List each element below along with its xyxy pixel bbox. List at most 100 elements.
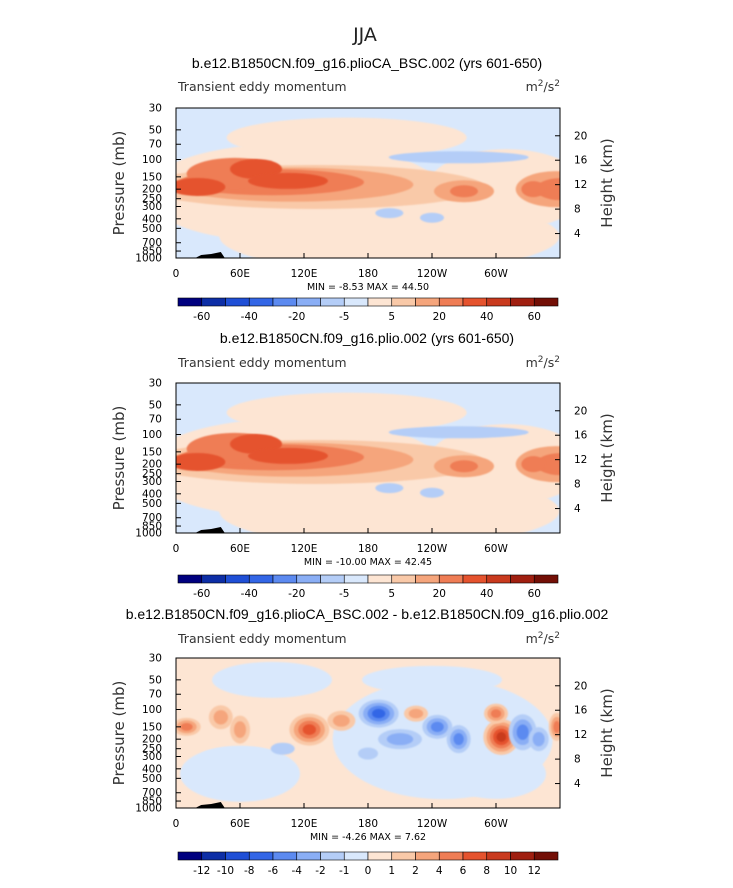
chart-panel-bottom: b.e12.B1850CN.f09_g16.plioCA_BSC.002 - b… [110,606,616,877]
chart-x-tick-label: 180 [358,268,378,280]
chart-y2-tick-label: 8 [574,479,581,491]
chart-panel-top: b.e12.B1850CN.f09_g16.plioCA_BSC.002 (yr… [110,55,616,323]
chart-y2-tick-label: 12 [574,454,587,466]
colorbar-tick-label: 0 [365,865,372,877]
chart-y-tick-label: 400 [142,763,162,775]
chart-contour-field [176,108,560,258]
colorbar-swatch [272,297,298,307]
chart-y2-tick-label: 16 [574,430,588,442]
colorbar-tick-label: 20 [433,588,446,600]
colorbar-tick-label: -60 [193,588,210,600]
chart-y-tick-label: 30 [149,103,162,115]
colorbar-swatch [486,851,511,861]
chart-x-tick-label: 0 [173,818,180,830]
chart-y-tick-label: 70 [149,414,162,426]
colorbar-swatch [201,297,226,307]
chart-y2-tick-label: 20 [574,405,587,417]
colorbar-swatch [510,574,535,584]
chart-y-tick-label: 500 [142,223,162,235]
chart-y2-tick-label: 8 [574,754,581,766]
chart-x-tick-label: 120W [417,543,448,555]
chart-x-tick-label: 120E [291,268,318,280]
colorbar-swatch [177,574,203,584]
chart-x-tick-label: 60W [484,543,508,555]
colorbar-tick-label: -5 [339,311,349,323]
chart-units: m2/s2 [526,355,560,370]
colorbar-swatch [343,574,369,584]
colorbar-tick-label: 12 [528,865,541,877]
chart-field-label: Transient eddy momentum [177,355,347,370]
colorbar-tick-label: 1 [388,865,395,877]
chart-x-tick-label: 60W [484,818,508,830]
chart-y-tick-label: 850 [142,521,162,533]
chart-y2label: Height (km) [598,138,616,227]
chart-y-tick-label: 70 [149,139,162,151]
colorbar-swatch [486,297,511,307]
chart-title: b.e12.B1850CN.f09_g16.plioCA_BSC.002 (yr… [192,55,542,71]
colorbar-swatch [272,851,298,861]
colorbar-tick-label: 10 [504,865,517,877]
chart-y-tick-label: 50 [149,674,162,686]
chart-y2-tick-label: 16 [574,155,588,167]
colorbar-swatch [248,851,274,861]
chart-panel-middle: b.e12.B1850CN.f09_g16.plio.002 (yrs 601-… [110,330,616,600]
chart-y-tick-label: 700 [142,237,162,249]
chart-y-tick-label: 850 [142,796,162,808]
chart-min-max: MIN = -10.00 MAX = 42.45 [304,557,432,568]
chart-ylabel: Pressure (mb) [110,406,128,511]
chart-y-tick-label: 200 [142,184,162,196]
colorbar-tick-label: -5 [339,588,349,600]
colorbar-swatch [177,851,203,861]
colorbar-swatch [391,297,416,307]
chart-y2-tick-label: 16 [574,705,588,717]
colorbar-tick-label: -4 [292,865,303,877]
chart-min-max: MIN = -8.53 MAX = 44.50 [307,282,429,293]
colorbar-tick-label: -20 [288,588,305,600]
chart-contour-field [176,383,560,533]
colorbar-tick-label: -2 [315,865,325,877]
colorbar-swatch [391,574,416,584]
chart-x-tick-label: 60E [230,268,250,280]
colorbar-tick-label: -8 [244,865,254,877]
chart-y-tick-label: 150 [142,446,162,458]
chart-x-tick-label: 0 [173,543,180,555]
chart-y2-tick-label: 20 [574,680,587,692]
chart-y-tick-label: 100 [142,704,162,716]
colorbar-tick-label: 2 [412,865,419,877]
colorbar-swatch [462,297,488,307]
chart-x-tick-label: 60W [484,268,508,280]
colorbar-tick-label: -40 [241,311,258,323]
chart-y-tick-label: 200 [142,734,162,746]
colorbar-swatch [438,297,464,307]
chart-ylabel: Pressure (mb) [110,131,128,236]
chart-x-tick-label: 180 [358,818,378,830]
colorbar-tick-label: 60 [528,311,541,323]
colorbar-swatch [320,574,345,584]
colorbar-swatch [320,851,345,861]
chart-y-tick-label: 1000 [135,528,162,540]
colorbar-swatch [510,851,535,861]
chart-y-tick-label: 70 [149,689,162,701]
colorbar-swatch [225,851,250,861]
chart-contour-field [176,658,560,808]
chart-title: b.e12.B1850CN.f09_g16.plio.002 (yrs 601-… [220,330,514,346]
colorbar-tick-label: 8 [483,865,490,877]
chart-x-tick-label: 60E [230,818,250,830]
chart-y-tick-label: 700 [142,512,162,524]
colorbar-swatch [225,297,250,307]
chart-y2label: Height (km) [598,413,616,502]
season-title: JJA [352,24,377,46]
chart-x-tick-label: 60E [230,543,250,555]
colorbar-swatch [533,574,559,584]
colorbar-swatch [510,297,535,307]
chart-y-tick-label: 400 [142,488,162,500]
chart-y-tick-label: 250 [142,468,162,480]
colorbar-swatch [296,851,321,861]
chart-y2-tick-label: 4 [574,778,581,790]
colorbar-tick-label: -12 [193,865,210,877]
chart-x-tick-label: 120E [291,818,318,830]
colorbar-swatch [201,851,226,861]
colorbar-tick-label: 60 [528,588,541,600]
colorbar-tick-label: 6 [460,865,467,877]
colorbar-swatch [296,297,321,307]
